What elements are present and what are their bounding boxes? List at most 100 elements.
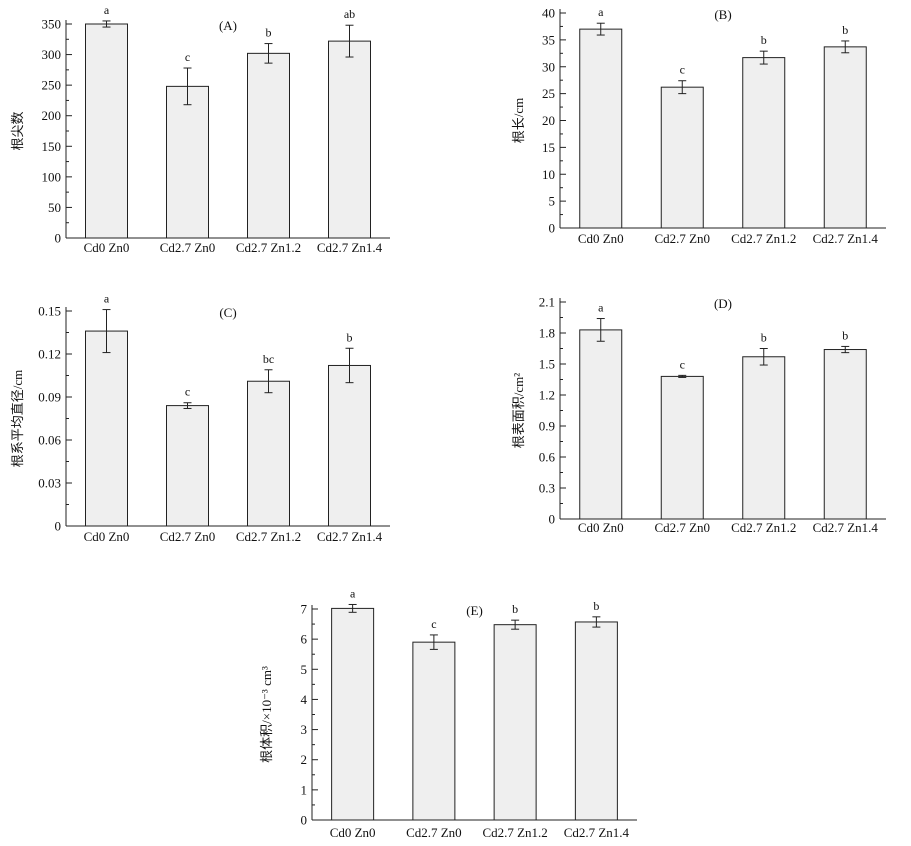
bar <box>660 375 704 520</box>
significance-label: a <box>598 301 604 315</box>
significance-label: b <box>761 331 767 345</box>
bar <box>85 330 128 527</box>
category-label: Cd2.7 Zn1.2 <box>731 520 796 535</box>
significance-label: ab <box>344 7 355 21</box>
bar <box>328 40 371 239</box>
bar <box>574 621 618 821</box>
y-tick-label: 4 <box>301 692 308 707</box>
significance-label: b <box>842 328 848 342</box>
y-tick-label: 350 <box>42 17 62 32</box>
bar <box>742 57 786 229</box>
category-label: Cd0 Zn0 <box>578 231 624 246</box>
y-tick-label: 35 <box>542 32 555 47</box>
panel-title: (D) <box>714 296 732 311</box>
significance-label: c <box>680 63 685 77</box>
y-tick-label: 0.9 <box>539 419 555 434</box>
category-label: Cd2.7 Zn0 <box>160 240 216 255</box>
y-tick-label: 150 <box>42 139 62 154</box>
y-tick-label: 0 <box>549 221 556 236</box>
y-axis-title: 根尖数 <box>10 111 25 150</box>
category-label: Cd2.7 Zn0 <box>654 520 710 535</box>
y-tick-label: 0.09 <box>38 390 61 405</box>
category-label: Cd2.7 Zn1.2 <box>236 240 301 255</box>
panel-b: 0 5 10 15 20 25 30 35 40 a Cd0 Zn0 c Cd2.7 Zn0 b Cd2.7… <box>511 5 886 246</box>
y-tick-label: 2 <box>301 752 308 767</box>
y-tick-label: 10 <box>542 167 555 182</box>
significance-label: c <box>185 385 190 399</box>
category-label: Cd2.7 Zn1.4 <box>317 529 383 544</box>
significance-label: c <box>680 357 685 371</box>
y-tick-label: 1.2 <box>539 388 555 403</box>
bar <box>493 624 537 821</box>
category-label: Cd2.7 Zn0 <box>654 231 710 246</box>
y-tick-label: 1 <box>301 782 308 797</box>
y-tick-label: 0.15 <box>38 304 61 319</box>
y-tick-label: 100 <box>42 169 62 184</box>
bar <box>579 28 623 229</box>
category-label: Cd2.7 Zn1.2 <box>236 529 301 544</box>
y-tick-label: 3 <box>301 722 308 737</box>
significance-label: a <box>350 586 356 600</box>
category-label: Cd2.7 Zn1.4 <box>813 520 879 535</box>
y-tick-label: 50 <box>48 200 61 215</box>
bar <box>331 607 375 821</box>
category-label: Cd2.7 Zn1.4 <box>317 240 383 255</box>
y-axis-title: 根体积/×10⁻³ cm³ <box>259 666 274 763</box>
y-tick-label: 0 <box>549 512 556 527</box>
category-label: Cd0 Zn0 <box>84 240 130 255</box>
significance-label: b <box>266 26 272 40</box>
bar <box>579 329 623 520</box>
bar <box>660 86 704 229</box>
y-tick-label: 30 <box>542 59 555 74</box>
panel-title: (B) <box>714 7 731 22</box>
y-tick-label: 200 <box>42 108 62 123</box>
significance-label: a <box>104 3 110 17</box>
category-label: Cd2.7 Zn0 <box>160 529 216 544</box>
significance-label: b <box>347 330 353 344</box>
bar <box>247 52 290 239</box>
category-label: Cd2.7 Zn0 <box>406 825 462 840</box>
y-tick-label: 1.8 <box>539 326 555 341</box>
panel-a: 0 50 100 150 200 250 300 350 a Cd0 Zn0 c Cd2.7 Zn0 b… <box>10 3 390 255</box>
y-axis-title: 根长/cm <box>511 98 526 144</box>
category-label: Cd2.7 Zn1.4 <box>813 231 879 246</box>
significance-label: b <box>512 602 518 616</box>
bar <box>328 364 371 527</box>
y-tick-label: 0.03 <box>38 476 61 491</box>
panel-d: 0 0.3 0.6 0.9 1.2 1.5 1.8 2.1 a Cd0 Zn0 c Cd2.7 Zn0… <box>511 295 886 535</box>
significance-label: b <box>593 599 599 613</box>
category-label: Cd2.7 Zn1.4 <box>564 825 630 840</box>
y-tick-label: 0.12 <box>38 347 61 362</box>
bar <box>85 23 128 239</box>
y-tick-label: 5 <box>301 662 308 677</box>
y-tick-label: 0.06 <box>38 433 61 448</box>
category-label: Cd2.7 Zn1.2 <box>731 231 796 246</box>
y-tick-label: 40 <box>542 6 555 21</box>
y-axis-title: 根系平均直径/cm <box>10 370 25 468</box>
category-label: Cd0 Zn0 <box>330 825 376 840</box>
significance-label: b <box>842 23 848 37</box>
y-tick-label: 0 <box>301 813 308 828</box>
bar <box>742 356 786 520</box>
y-tick-label: 0.3 <box>539 481 555 496</box>
significance-label: a <box>598 5 604 19</box>
y-tick-label: 20 <box>542 113 555 128</box>
y-tick-label: 1.5 <box>539 357 555 372</box>
y-tick-label: 5 <box>549 194 556 209</box>
bar <box>823 349 867 520</box>
bar <box>247 380 290 527</box>
y-axis-title: 根表面积/cm² <box>511 373 526 448</box>
y-tick-label: 300 <box>42 47 62 62</box>
category-label: Cd0 Zn0 <box>578 520 624 535</box>
panel-title: (E) <box>466 603 483 618</box>
significance-label: b <box>761 33 767 47</box>
bar <box>412 641 456 821</box>
significance-label: c <box>185 50 190 64</box>
category-label: Cd0 Zn0 <box>84 529 130 544</box>
bar <box>823 46 867 229</box>
y-tick-label: 7 <box>301 602 308 617</box>
panel-e: 0 1 2 3 4 5 6 7 a Cd0 Zn0 c Cd2.7 Zn0 b Cd2.7 Zn1.2 b C… <box>259 586 637 840</box>
significance-label: bc <box>263 352 274 366</box>
y-tick-label: 15 <box>542 140 555 155</box>
